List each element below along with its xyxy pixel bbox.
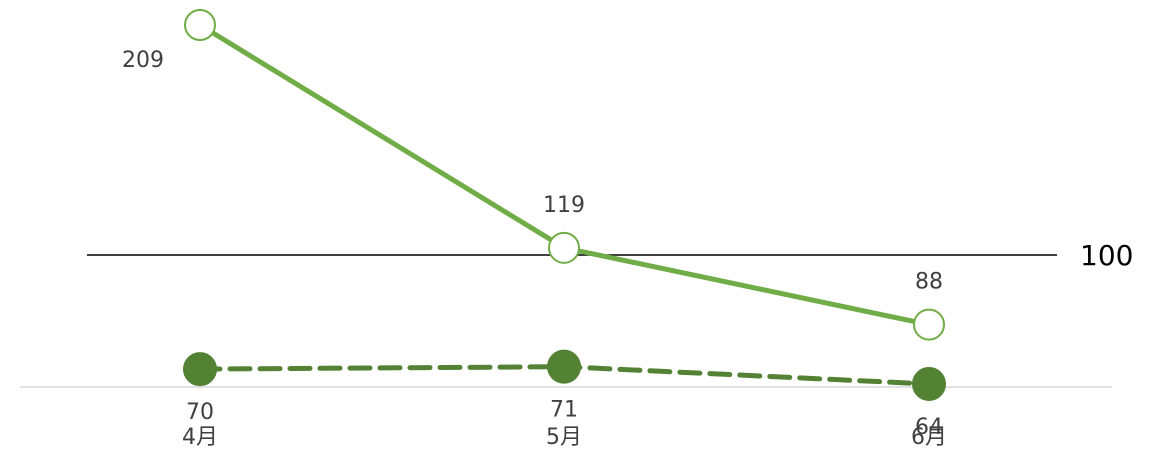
series-1-data-label: 209	[122, 48, 164, 73]
x-tick-label: 6月	[911, 425, 947, 449]
series-1-line	[197, 22, 932, 328]
series-1-point	[184, 9, 216, 41]
x-tick-label: 5月	[546, 425, 582, 449]
plot-area: 100 209 119 88 70 71 64 4月 5月 6月	[87, 9, 1133, 449]
series-1-point	[548, 231, 580, 264]
series-2-point	[912, 367, 946, 401]
series-2-data-label: 70	[186, 400, 214, 425]
series-1-data-label: 88	[915, 270, 943, 295]
x-tick-label: 4月	[182, 425, 218, 449]
series-2-data-label: 71	[550, 398, 578, 423]
series-2-data-label: 64	[915, 415, 943, 440]
series-2-point	[183, 352, 217, 387]
reference-line-label: 100	[1080, 239, 1133, 272]
series-1-point	[913, 308, 945, 341]
series-1-data-label: 119	[543, 193, 585, 218]
series-2-point	[547, 349, 581, 384]
